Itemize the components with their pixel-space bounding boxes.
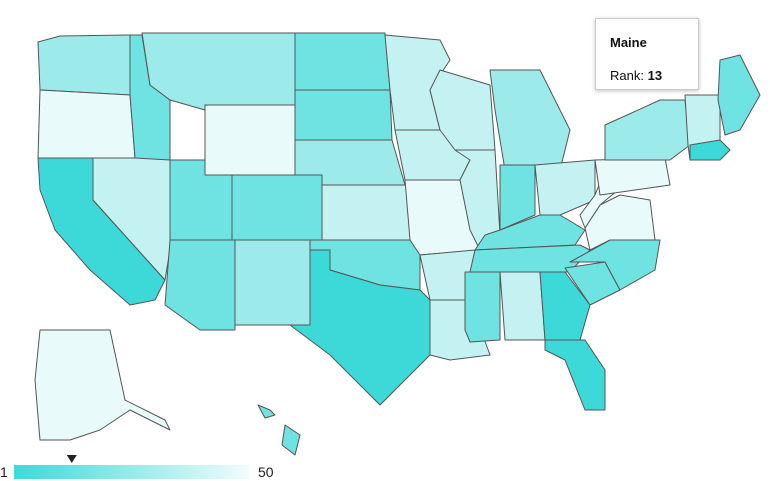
state[interactable] — [499, 164, 536, 231]
state[interactable] — [594, 157, 671, 196]
state[interactable] — [454, 149, 501, 251]
state[interactable] — [257, 404, 276, 419]
rank-value: 13 — [647, 68, 663, 83]
state[interactable] — [689, 139, 731, 161]
state[interactable] — [37, 89, 136, 159]
state[interactable] — [294, 89, 393, 141]
state[interactable] — [281, 424, 301, 456]
state[interactable] — [604, 99, 691, 161]
legend-max: 50 — [258, 464, 274, 480]
state[interactable] — [539, 271, 591, 341]
state[interactable] — [37, 34, 131, 96]
legend-gradient — [14, 465, 250, 479]
state[interactable] — [534, 159, 596, 216]
state[interactable] — [204, 104, 296, 176]
tooltip: Maine Rank: 13 — [595, 18, 699, 90]
state[interactable] — [489, 69, 571, 171]
rank-label: Rank: — [610, 68, 644, 83]
legend-marker — [66, 455, 77, 463]
state[interactable] — [584, 194, 656, 251]
state[interactable] — [717, 54, 761, 136]
state[interactable] — [231, 174, 323, 241]
states — [34, 32, 761, 456]
state[interactable] — [321, 184, 411, 241]
state[interactable] — [164, 239, 236, 331]
tooltip-rank: Rank: 13 — [610, 68, 662, 83]
legend-min: 1 — [0, 464, 8, 480]
tooltip-title: Maine — [610, 35, 647, 50]
state[interactable] — [499, 271, 546, 341]
state[interactable] — [544, 339, 606, 411]
state[interactable] — [234, 239, 311, 326]
state[interactable] — [34, 329, 171, 441]
state[interactable] — [294, 32, 391, 91]
state[interactable] — [464, 271, 501, 343]
